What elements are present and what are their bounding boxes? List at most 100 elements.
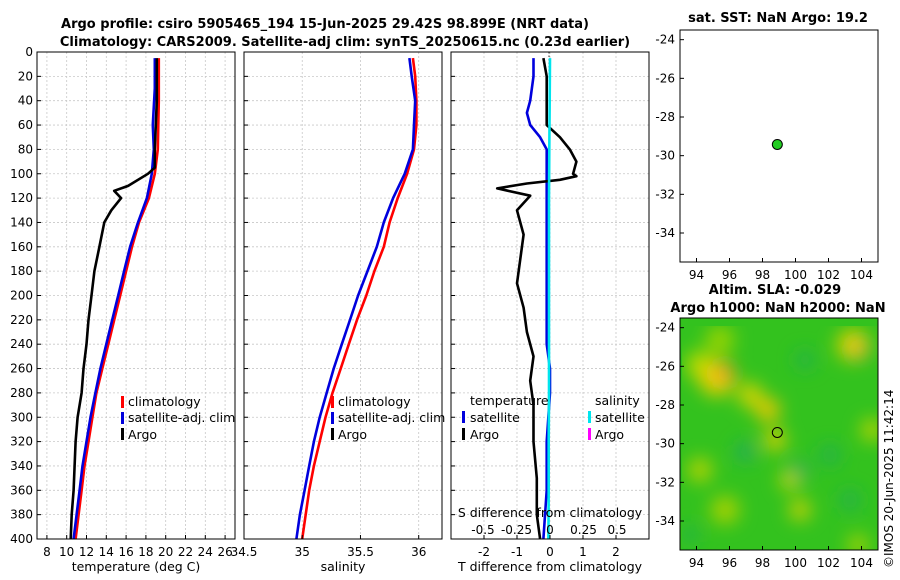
salinity-legend: climatology satellite-adj. clim Argo <box>331 394 445 442</box>
y-tick-label: 0 <box>25 45 33 59</box>
legend-label-climatology: climatology <box>338 394 411 409</box>
x-tick-label: 94 <box>689 556 704 570</box>
y-tick-label: 300 <box>10 410 33 424</box>
legend-label-s-argo: Argo <box>595 427 624 442</box>
x-tick-label: -1 <box>511 545 523 559</box>
y-tick-label: -26 <box>655 359 675 373</box>
y-tick-label: 320 <box>10 435 33 449</box>
legend-label-climatology: climatology <box>128 394 201 409</box>
x-tick-label: 102 <box>817 556 840 570</box>
temperature-grid <box>37 51 235 540</box>
sla-map-panel: Altim. SLA: -0.029 Argo h1000: NaN h2000… <box>655 283 885 570</box>
x-tick-label: 10 <box>59 545 74 559</box>
x-tick-label: 34.5 <box>231 545 258 559</box>
legend-swatch-satellite <box>331 412 334 424</box>
salinity-xlabel: salinity <box>321 559 366 574</box>
x-tick-label: 26 <box>217 545 232 559</box>
x-tick-label: 104 <box>850 268 873 282</box>
legend-swatch-t-argo <box>462 428 465 440</box>
x-tick-label: 16 <box>118 545 133 559</box>
x-tick-label: 98 <box>755 556 770 570</box>
y-tick-label: 240 <box>10 337 33 351</box>
x-tick-label: 35.5 <box>347 545 374 559</box>
x-tick-label: -2 <box>478 545 490 559</box>
timestamp: ©IMOS 20-Jun-2025 11:42:14 <box>882 390 896 568</box>
top-tick-label: 0.5 <box>607 523 626 537</box>
y-tick-label: 120 <box>10 191 33 205</box>
top-tick-label: 0.25 <box>570 523 597 537</box>
legend-swatch-s-argo <box>588 428 591 440</box>
x-tick-label: 22 <box>178 545 193 559</box>
legend-swatch-argo <box>331 428 334 440</box>
legend-label-satellite: satellite-adj. clim <box>338 410 445 425</box>
x-tick-label: 100 <box>784 268 807 282</box>
y-tick-label: 80 <box>18 142 33 156</box>
salinity-axes-frame <box>243 51 443 540</box>
legend-label-argo: Argo <box>128 427 157 442</box>
series-line-climatology <box>300 57 418 540</box>
y-tick-label: 360 <box>10 483 33 497</box>
x-tick-label: 94 <box>689 268 704 282</box>
salinity-grid <box>243 51 442 540</box>
temperature-axes-frame <box>36 51 236 540</box>
y-tick-label: -30 <box>655 437 675 451</box>
difference-legend: temperature satellite Argo salinity sate… <box>462 393 645 442</box>
series-line-s-satellite <box>547 58 552 540</box>
y-tick-label: 160 <box>10 240 33 254</box>
argo-location-marker-sla <box>771 426 783 438</box>
y-tick-label: -30 <box>655 149 675 163</box>
series-line-satellite-adj-clim <box>295 57 417 540</box>
series-line-t-argo <box>495 57 578 540</box>
series-line-satellite-adj-clim <box>72 58 157 540</box>
y-tick-label: 260 <box>10 362 33 376</box>
y-tick-label: 380 <box>10 508 33 522</box>
y-tick-label: 140 <box>10 215 33 229</box>
sla-heatmap <box>680 318 878 550</box>
sst-map-panel: sat. SST: NaN Argo: 19.2 94 96 98 100 102 104… <box>655 11 879 282</box>
y-tick-label: -24 <box>655 33 675 47</box>
legend-swatch-t-satellite <box>462 411 465 423</box>
y-tick-label: 20 <box>18 69 33 83</box>
x-tick-label: 98 <box>755 268 770 282</box>
difference-grid <box>451 51 649 540</box>
legend-swatch-climatology <box>121 396 124 408</box>
legend-label-argo: Argo <box>338 427 367 442</box>
x-tick-label: 2 <box>612 545 620 559</box>
y-tick-label: 220 <box>10 313 33 327</box>
y-tick-label: 400 <box>10 532 33 546</box>
sst-title: sat. SST: NaN Argo: 19.2 <box>688 11 868 26</box>
sla-title: Altim. SLA: -0.029 <box>709 283 841 298</box>
x-tick-label: 0 <box>546 545 554 559</box>
y-tick-label: 60 <box>18 118 33 132</box>
y-tick-label: 200 <box>10 289 33 303</box>
top-tick-label: -0.5 <box>471 523 494 537</box>
y-tick-label: 100 <box>10 167 33 181</box>
top-tick-label: -0.25 <box>501 523 532 537</box>
x-tick-label: 96 <box>722 556 737 570</box>
series-line-argo <box>69 58 159 540</box>
difference-top-label: S difference from climatology <box>458 505 643 520</box>
title-line1: Argo profile: csiro 5905465_194 15-Jun-2… <box>61 17 589 32</box>
y-tick-label: -34 <box>655 226 675 240</box>
legend-swatch-climatology <box>331 396 334 408</box>
argo-location-marker <box>771 138 783 150</box>
legend-swatch-s-satellite <box>588 411 591 423</box>
sla-axes-frame <box>679 317 879 551</box>
x-tick-label: 36 <box>411 545 426 559</box>
difference-axes-frame <box>450 51 650 540</box>
y-tick-label: -28 <box>655 398 675 412</box>
y-tick-label: -28 <box>655 110 675 124</box>
x-tick-label: 18 <box>138 545 153 559</box>
x-tick-label: 104 <box>850 556 873 570</box>
temperature-xlabel: temperature (deg C) <box>72 559 201 574</box>
x-tick-label: 8 <box>43 545 51 559</box>
x-tick-label: 35 <box>295 545 310 559</box>
x-tick-label: 1 <box>579 545 587 559</box>
x-tick-label: 102 <box>817 268 840 282</box>
temperature-legend: climatology satellite-adj. clim Argo <box>121 394 235 442</box>
y-tick-label: -32 <box>655 475 675 489</box>
x-tick-label: 100 <box>784 556 807 570</box>
difference-panel: -2 -1 0 1 2 T difference from climatology S … <box>450 51 650 574</box>
series-line-climatology <box>74 58 161 540</box>
